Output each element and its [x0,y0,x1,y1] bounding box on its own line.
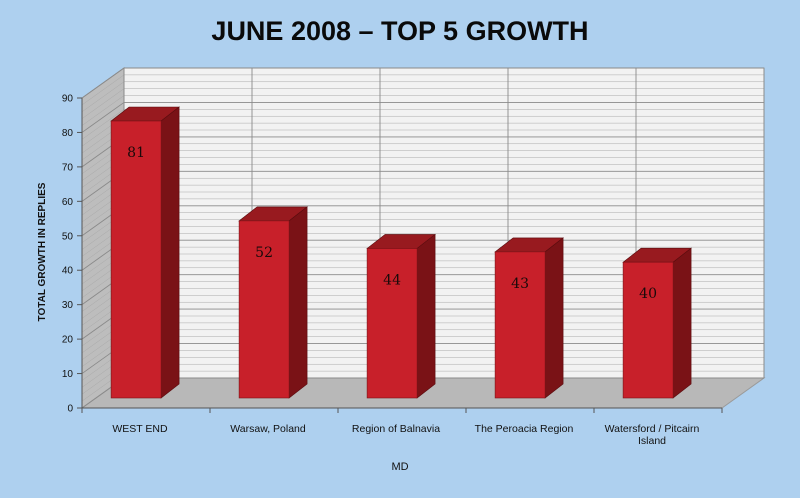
y-tick-label: 50 [62,231,74,242]
category-label: WEST END [112,423,168,435]
y-axis-label: TOTAL GROWTH IN REPLIES [37,182,48,321]
side-gridline [81,109,125,140]
y-tick-labels: 0 10 20 30 40 50 60 70 80 90 [62,94,723,415]
y-tick-label: 30 [62,300,74,311]
category-label: The Peroacia Region [475,423,574,435]
category-label: Region of Balnavia [352,423,440,435]
side-gridline [81,88,125,119]
bars: 81 52 44 43 40 [110,106,692,399]
bar: 43 [494,237,564,399]
data-label: 44 [383,272,401,288]
bar-front [494,251,546,399]
data-label: 52 [255,245,273,261]
y-tick-label: 70 [62,162,74,173]
bar: 52 [238,206,308,399]
y-tick-label: 40 [62,266,74,277]
side-gridline [81,74,125,106]
bar-front [366,248,418,399]
bar-side [672,247,692,399]
bar-side [416,233,436,399]
side-gridline [81,67,125,99]
y-tick-label: 20 [62,335,74,346]
y-tick-label: 90 [62,94,74,105]
bar-front [238,220,290,399]
bar-side [160,106,180,399]
y-tick-label: 10 [62,369,74,380]
y-tick-label: 0 [67,404,73,415]
bar-front [110,120,162,399]
side-gridline [81,95,125,126]
y-tick-label: 80 [62,128,74,139]
bar: 81 [110,106,180,399]
bar-side [288,206,308,399]
bar-side [544,237,564,399]
bar-front [622,261,674,399]
category-labels: WEST END Warsaw, Poland Region of Balnavia… [112,423,699,447]
data-label: 81 [127,145,145,161]
data-label: 43 [511,276,529,292]
bar: 44 [366,233,436,399]
category-label: Warsaw, Poland [230,423,306,435]
side-gridline [81,102,125,133]
y-tick-label: 60 [62,197,74,208]
chart-title: JUNE 2008 – TOP 5 GROWTH [211,16,588,46]
x-axis-label: MD [391,461,408,473]
bar: 40 [622,247,692,399]
side-gridline [81,81,125,112]
category-label: Watersford / Pitcairn Island [605,423,700,447]
data-label: 40 [639,286,657,302]
